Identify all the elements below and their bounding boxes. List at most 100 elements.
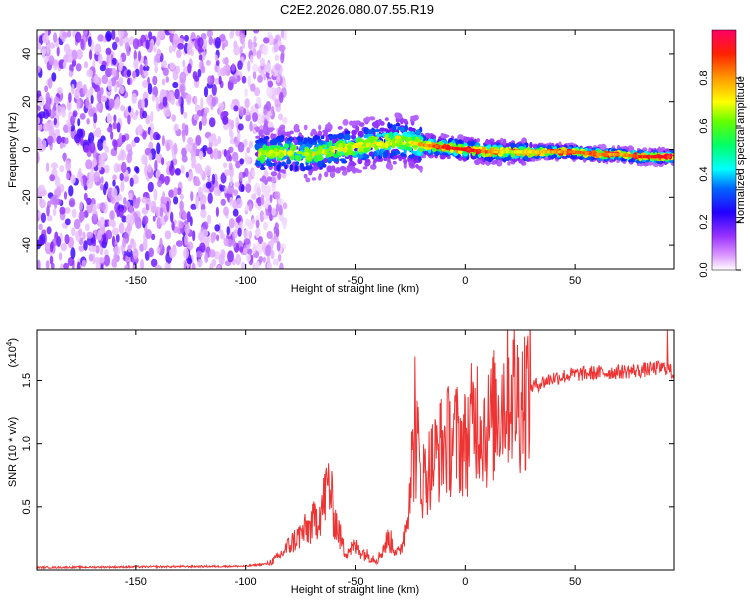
spectrogram-noise-cell bbox=[200, 97, 204, 110]
spectrogram-noise-cell bbox=[171, 114, 176, 122]
spectrogram-noise-cell bbox=[144, 164, 149, 177]
spectrogram-noise-cell bbox=[101, 74, 109, 85]
spectrogram-ridge-cell bbox=[366, 142, 370, 148]
spectrogram-noise-cell bbox=[94, 84, 101, 93]
spectrogram-noise-cell bbox=[56, 87, 63, 95]
spectrogram-noise-cell bbox=[176, 187, 182, 195]
spectrogram-noise-cell bbox=[143, 70, 149, 77]
spectrogram-noise-cell bbox=[86, 118, 90, 125]
spectrogram-noise-cell bbox=[253, 35, 257, 43]
spectrogram-ridge-cell bbox=[379, 127, 386, 132]
colorbar-label: Normalized spectral amplitude bbox=[735, 76, 747, 224]
spectrogram-noise-cell bbox=[83, 61, 89, 69]
spectrogram-noise-cell bbox=[177, 43, 185, 50]
spectrogram-noise-cell bbox=[79, 113, 86, 120]
spectrogram-ridge-cell bbox=[363, 117, 368, 123]
spectrogram-noise-cell bbox=[139, 243, 145, 252]
spectrogram-noise-cell bbox=[63, 262, 69, 269]
spectrogram-noise-cell bbox=[47, 77, 53, 89]
spectrogram-ridge-cell bbox=[329, 170, 336, 179]
y-tick-label: -20 bbox=[21, 189, 33, 205]
spectrogram-noise-cell bbox=[274, 63, 281, 71]
spectrogram-noise-cell bbox=[148, 152, 153, 161]
spectrogram-noise-cell bbox=[168, 45, 173, 54]
spectrogram-noise-cell bbox=[145, 203, 149, 211]
spectrogram-noise-cell bbox=[278, 253, 282, 262]
spectrogram-noise-cell bbox=[237, 227, 242, 237]
spectrogram-noise-cell bbox=[105, 229, 113, 240]
spectrogram-noise-cell bbox=[212, 138, 219, 147]
spectrogram-ridge-cell bbox=[279, 137, 284, 143]
spectrogram-noise-cell bbox=[40, 45, 47, 57]
spectrogram-noise-cell bbox=[113, 139, 118, 151]
spectrogram-noise-cell bbox=[237, 123, 244, 131]
spectrogram-noise-cell bbox=[151, 233, 156, 241]
spectrogram-ridge-cell bbox=[419, 167, 423, 173]
spectrogram-noise-cell bbox=[124, 264, 129, 269]
spectrogram-ridge-cell bbox=[324, 171, 329, 178]
spectrogram-noise-cell bbox=[157, 30, 165, 38]
spectrogram-noise-cell bbox=[227, 250, 234, 263]
spectrogram-noise-cell bbox=[236, 75, 241, 82]
spectrogram-ridge-cell bbox=[335, 167, 341, 174]
spectrogram-noise-cell bbox=[156, 216, 161, 226]
spectrogram-noise-cell bbox=[141, 98, 145, 110]
spectrogram-noise-cell bbox=[187, 63, 192, 74]
spectrogram-noise-cell bbox=[55, 105, 63, 117]
spectrogram-ridge-cell bbox=[467, 141, 472, 146]
spectrogram-noise-cell bbox=[148, 141, 154, 150]
spectrogram-noise-cell bbox=[100, 176, 104, 184]
spectrogram-noise-cell bbox=[153, 188, 158, 201]
spectrogram-noise-cell bbox=[79, 201, 83, 211]
spectrogram-ridge-cell bbox=[266, 145, 270, 152]
spectrogram-ridge-cell bbox=[367, 129, 374, 135]
spectrogram-noise-cell bbox=[214, 37, 221, 49]
spectrogram-noise-cell bbox=[75, 63, 82, 72]
spectrogram-noise-cell bbox=[218, 75, 222, 85]
spectrogram-ridge-cell bbox=[415, 129, 421, 136]
spectrogram-noise-cell bbox=[93, 112, 98, 124]
spectrogram-noise-cell bbox=[154, 160, 158, 172]
spectrogram-noise-cell bbox=[245, 253, 251, 262]
spectrogram-noise-cell bbox=[66, 172, 70, 180]
spectrogram-noise-cell bbox=[181, 147, 187, 157]
spectrogram-ridge-cell bbox=[399, 141, 403, 148]
spectrogram-noise-cell bbox=[59, 141, 64, 149]
spectrogram-noise-cell bbox=[50, 109, 54, 118]
spectrogram-noise-cell bbox=[156, 48, 162, 58]
spectrogram-ridge-cell bbox=[358, 122, 365, 127]
spectrogram-ridge-cell bbox=[319, 146, 323, 151]
spectrogram-noise-cell bbox=[122, 237, 127, 248]
spectrogram-noise-cell bbox=[95, 261, 101, 269]
spectrogram-ridge-cell bbox=[440, 132, 445, 139]
spectrogram-noise-cell bbox=[172, 81, 179, 89]
spectrogram-noise-cell bbox=[65, 218, 71, 226]
spectrogram-noise-cell bbox=[173, 142, 178, 155]
spectrogram-noise-cell bbox=[199, 242, 206, 253]
spectrogram-noise-cell bbox=[114, 83, 118, 93]
spectrogram-noise-cell bbox=[214, 224, 220, 232]
spectrogram-ridge-cell bbox=[648, 161, 653, 166]
spectrogram-noise-cell bbox=[152, 75, 158, 86]
spectrogram-noise-cell bbox=[105, 47, 112, 56]
colorbar-gradient bbox=[711, 29, 737, 271]
spectrogram-ridge-cell bbox=[402, 118, 408, 123]
spectrogram-noise-cell bbox=[162, 96, 168, 107]
spectrogram-noise-cell bbox=[195, 197, 199, 209]
spectrogram-ridge-cell bbox=[384, 117, 389, 121]
spectrogram-noise-cell bbox=[235, 197, 243, 209]
spectrogram-noise-cell bbox=[52, 194, 59, 205]
spectrogram-noise-cell bbox=[157, 180, 162, 188]
spectrogram-ridge-cell bbox=[392, 160, 397, 165]
spectrogram-noise-cell bbox=[241, 261, 246, 269]
x-tick-label: -50 bbox=[348, 275, 364, 287]
spectrogram-ridge-cell bbox=[311, 128, 317, 135]
spectrogram-noise-cell bbox=[165, 110, 172, 117]
spectrogram-noise-cell bbox=[266, 256, 271, 265]
spectrogram-noise-cell bbox=[244, 204, 249, 212]
spectrogram-ridge-cell bbox=[357, 130, 364, 138]
spectrogram-ridge-cell bbox=[318, 175, 322, 181]
spectrogram-noise-cell bbox=[168, 248, 176, 259]
spectrogram-ridge-cell bbox=[283, 148, 287, 157]
spectrogram-noise-cell bbox=[145, 39, 150, 50]
